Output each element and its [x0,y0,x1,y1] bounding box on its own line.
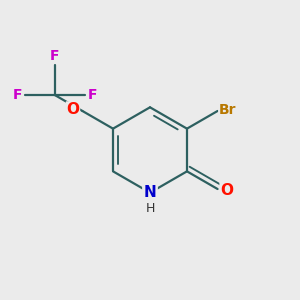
Text: F: F [13,88,22,102]
Text: O: O [67,102,80,117]
Text: H: H [145,202,155,215]
Text: O: O [220,183,233,198]
Text: F: F [87,88,97,102]
Text: F: F [50,49,60,63]
Text: N: N [144,185,156,200]
Text: Br: Br [219,103,236,117]
